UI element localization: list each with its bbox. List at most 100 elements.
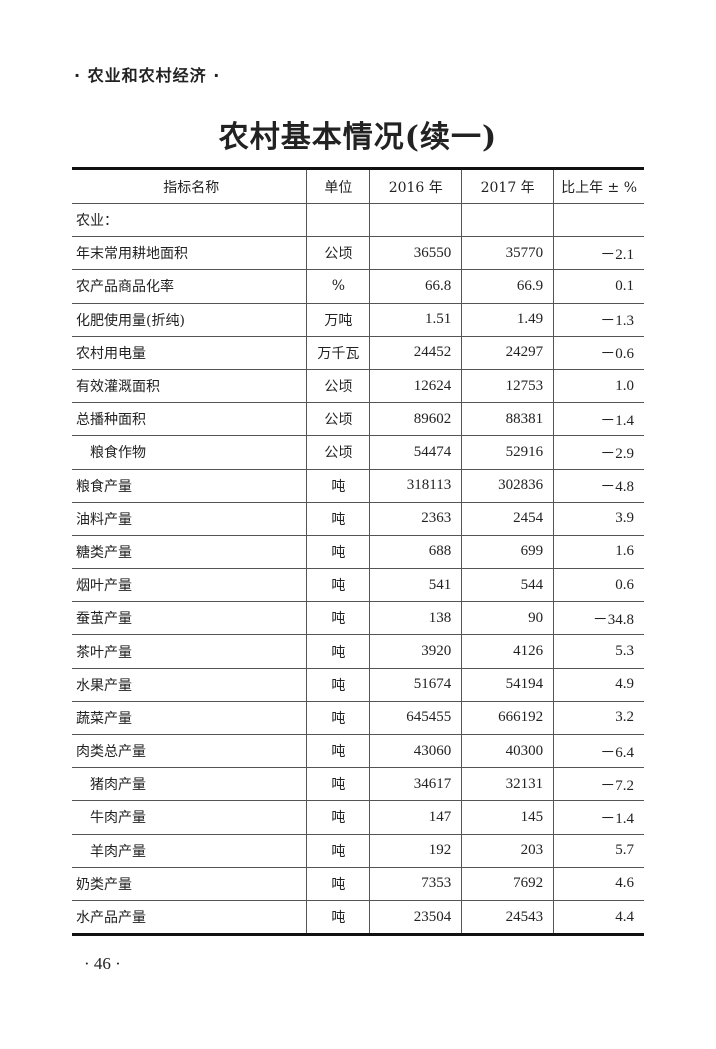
change-cell: －6.4 [553,734,644,769]
table-row: 水果产量吨 51674 54194 4.9 [72,668,644,702]
page-title: 农村基本情况(续一) [218,120,498,155]
table-row: 农村用电量 万千瓦 24452 24297 －0.6 [72,336,644,370]
value-2017-cell: 32131 [461,767,554,802]
indicator-cell: 水果产量 [72,668,307,702]
statistics-table: 指标名称 单位 2016 年 2017 年 比上年 ± % 农业： 年末常用耕地面… [72,167,644,937]
unit-cell: 吨 [306,634,370,669]
indicator-cell: 烟叶产量 [72,568,307,603]
unit-cell: 吨 [306,668,370,702]
value-2017-cell: 544 [461,568,554,603]
table-row: 年末常用耕地面积 公顷 36550 35770 －2.1 [72,236,644,271]
table-row: 粮食产量吨 318113 302836 －4.8 [72,469,644,503]
table-row: 蚕茧产量吨 138 90 －34.8 [72,601,644,636]
indicator-cell: 蔬菜产量 [72,701,307,736]
change-cell: －2.9 [553,435,644,470]
change-cell: 0.1 [553,269,644,304]
table-row: 奶类产量吨 7353 7692 4.6 [72,867,644,901]
indicator-cell: 年末常用耕地面积 [72,236,307,271]
value-2016-cell: 138 [369,601,462,636]
table-row: 化肥使用量(折纯) 万吨 1.51 1.49 －1.3 [72,303,644,337]
value-2017-cell: 7692 [461,867,554,901]
value-2017-cell [461,203,554,238]
value-2017-cell: 666192 [461,701,554,736]
table-row: 羊肉产量吨 192 203 5.7 [72,834,644,868]
value-2017-cell: 2454 [461,502,554,536]
table-row: 糖类产量吨 688 699 1.6 [72,535,644,570]
value-2017-cell: 12753 [461,369,554,404]
unit-cell: 公顷 [306,236,370,271]
unit-cell: 吨 [306,867,370,901]
table-row: 茶叶产量吨 3920 4126 5.3 [72,634,644,669]
change-cell: 1.0 [553,369,644,404]
change-cell: 4.6 [553,867,644,901]
header-indicator: 指标名称 [72,168,307,204]
indicator-cell: 糖类产量 [72,535,307,570]
value-2016-cell: 23504 [369,900,462,935]
header-change: 比上年 ± % [553,168,644,204]
unit-cell: 吨 [306,900,370,935]
value-2017-cell: 54194 [461,668,554,702]
unit-cell: 吨 [306,568,370,603]
indicator-cell: 农村用电量 [72,336,307,370]
change-cell: 1.6 [553,535,644,570]
value-2016-cell: 66.8 [369,269,462,304]
table-row: 肉类总产量吨 43060 40300 －6.4 [72,734,644,769]
value-2016-cell: 541 [369,568,462,603]
unit-cell: 吨 [306,767,370,802]
change-cell: 0.6 [553,568,644,603]
page-number: · 46 · [84,954,121,973]
unit-cell: 吨 [306,469,370,503]
value-2016-cell: 192 [369,834,462,868]
unit-cell: 公顷 [306,435,370,470]
indicator-cell: 农产品商品化率 [72,269,307,304]
indicator-cell: 猪肉产量 [72,767,307,802]
indicator-cell: 牛肉产量 [72,800,307,835]
unit-cell: % [306,269,370,304]
unit-cell: 吨 [306,601,370,636]
unit-cell: 公顷 [306,369,370,404]
header-2016: 2016 年 [369,168,462,204]
change-cell: 4.9 [553,668,644,702]
value-2016-cell: 24452 [369,336,462,370]
table-row: 总播种面积 公顷 89602 88381 －1.4 [72,402,644,437]
unit-cell: 吨 [306,834,370,868]
table-row: 烟叶产量吨 541 544 0.6 [72,568,644,603]
table-row: 有效灌溉面积 公顷 12624 12753 1.0 [72,369,644,404]
value-2017-cell: 145 [461,800,554,835]
unit-cell: 吨 [306,701,370,736]
change-cell: －4.8 [553,469,644,503]
unit-cell: 万吨 [306,303,370,337]
table-row: 粮食作物 公顷 54474 52916 －2.9 [72,435,644,470]
unit-cell: 万千瓦 [306,336,370,370]
unit-cell: 吨 [306,734,370,769]
table-row: 水产品产量 吨 23504 24543 4.4 [72,900,644,935]
change-cell: 4.4 [553,900,644,935]
unit-cell [306,203,370,238]
value-2016-cell: 43060 [369,734,462,769]
value-2016-cell: 688 [369,535,462,570]
table-header-row: 指标名称 单位 2016 年 2017 年 比上年 ± % [72,168,644,204]
table-row: 猪肉产量吨 34617 32131 －7.2 [72,767,644,802]
value-2017-cell: 40300 [461,734,554,769]
indicator-cell: 粮食作物 [72,435,307,470]
unit-cell: 吨 [306,535,370,570]
value-2016-cell: 645455 [369,701,462,736]
unit-cell: 公顷 [306,402,370,437]
header-2017: 2017 年 [461,168,554,204]
indicator-cell: 茶叶产量 [72,634,307,669]
value-2016-cell: 36550 [369,236,462,271]
value-2016-cell: 147 [369,800,462,835]
value-2017-cell: 90 [461,601,554,636]
indicator-cell: 羊肉产量 [72,834,307,868]
value-2016-cell: 318113 [369,469,462,503]
table-row: 牛肉产量吨 147 145 －1.4 [72,800,644,835]
table-row: 农业： [72,203,644,238]
header-unit: 单位 [306,168,370,204]
value-2016-cell: 34617 [369,767,462,802]
value-2017-cell: 35770 [461,236,554,271]
change-cell: －0.6 [553,336,644,370]
unit-cell: 吨 [306,800,370,835]
value-2017-cell: 52916 [461,435,554,470]
value-2016-cell: 54474 [369,435,462,470]
value-2016-cell: 2363 [369,502,462,536]
